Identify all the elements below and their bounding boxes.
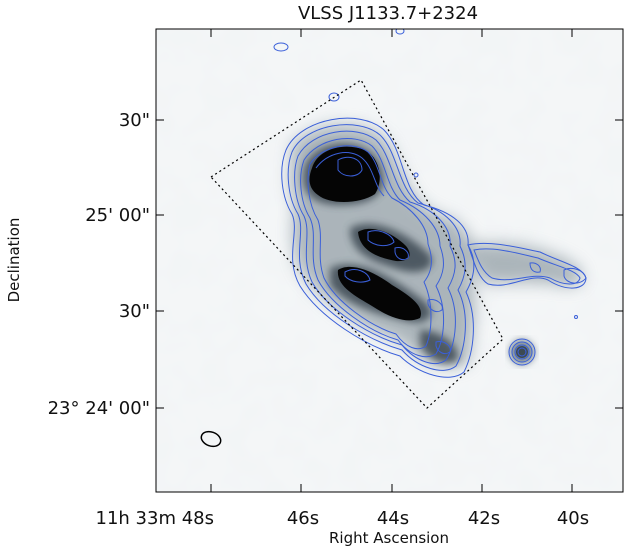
x-tick-labels: 11h 33m 48s 46s 44s 42s 40s (96, 508, 590, 529)
y-tick-label: 23° 24' 00" (48, 398, 150, 419)
axis-ticks (156, 29, 623, 492)
x-tick-label: 46s (287, 508, 319, 529)
image-panel (156, 29, 623, 492)
x-tick-label: 11h 33m 48s (96, 508, 214, 529)
y-tick-labels: 30" 25' 00" 30" 23° 24' 00" (48, 110, 150, 419)
beam-ellipse (200, 430, 222, 448)
plot-frame (155, 28, 624, 493)
y-tick-label: 30" (119, 110, 150, 131)
y-tick-label: 25' 00" (85, 205, 150, 226)
contour-lines (273, 29, 587, 378)
x-tick-label: 44s (377, 508, 409, 529)
figure-title: VLSS J1133.7+2324 (298, 3, 478, 24)
x-tick-label: 42s (468, 508, 500, 529)
y-tick-label: 30" (119, 301, 150, 322)
y-axis-label: Declination (5, 218, 23, 303)
x-axis-label: Right Ascension (329, 529, 449, 547)
x-tick-label: 40s (557, 508, 589, 529)
compact-source (510, 340, 534, 364)
emission-core (309, 146, 421, 321)
